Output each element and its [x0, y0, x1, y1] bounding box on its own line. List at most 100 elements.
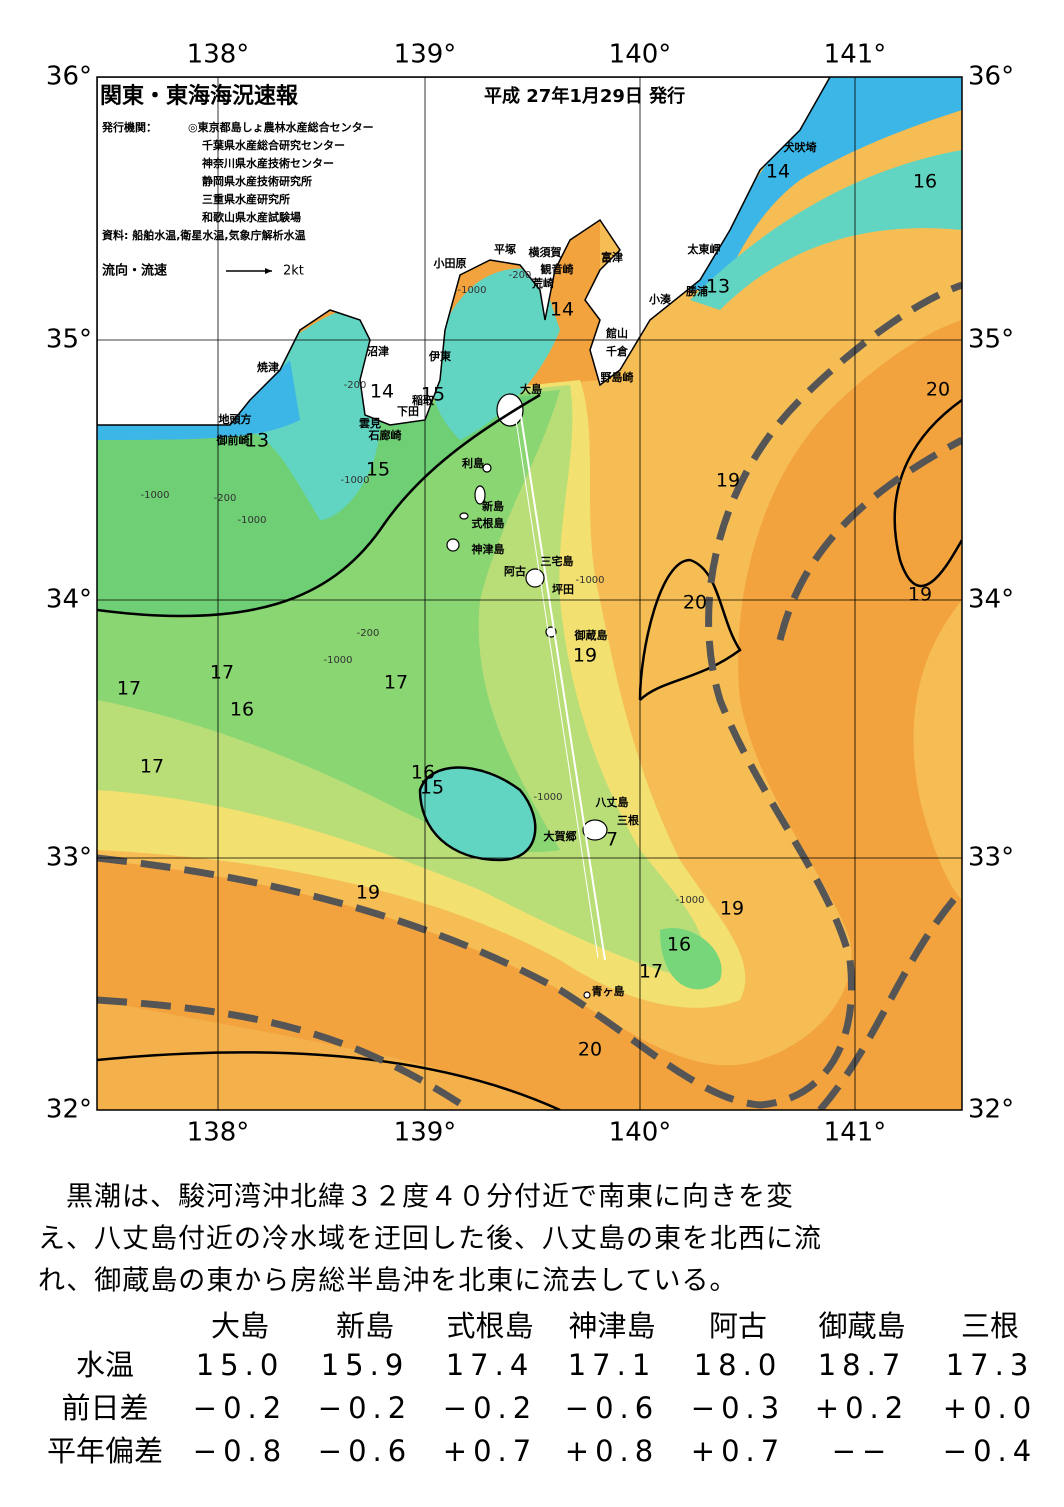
place-name: 小湊 — [648, 292, 671, 306]
row-label: 水温 — [76, 1348, 134, 1382]
depth-label: -200 — [214, 493, 237, 504]
isotherm-label: 20 — [683, 592, 707, 614]
table-cell: −0.6 — [565, 1391, 659, 1425]
lon-label: 139° — [394, 1118, 457, 1148]
lat-label: 34° — [968, 585, 1014, 615]
isotherm-label: 16 — [230, 699, 254, 721]
date: 平成 27年1月29日 発行 — [484, 85, 685, 107]
table-header: 大島 — [211, 1309, 269, 1343]
isotherm-label: 19 — [908, 584, 932, 606]
table-header: 三根 — [961, 1309, 1019, 1343]
place-name: 館山 — [605, 326, 628, 340]
lat-label: 33° — [968, 843, 1014, 873]
depth-label: -200 — [344, 380, 367, 391]
isotherm-label: 19 — [356, 882, 380, 904]
table-cell: −0.8 — [193, 1434, 287, 1468]
isotherm-label: 16 — [913, 171, 937, 193]
table-cell: 17.3 — [946, 1348, 1035, 1382]
isotherm-label: 13 — [245, 430, 269, 452]
table-header: 阿古 — [709, 1309, 767, 1343]
table-cell: −− — [832, 1434, 893, 1468]
depth-label: -1000 — [675, 895, 704, 906]
lat-label: 34° — [46, 585, 92, 615]
isotherm-label: 14 — [550, 299, 574, 321]
table-cell: +0.2 — [815, 1391, 909, 1425]
table-cell: 17.4 — [446, 1348, 535, 1382]
isotherm-label: 17 — [140, 756, 164, 778]
table-cell: 15.9 — [321, 1348, 410, 1382]
table-cell: 18.0 — [694, 1348, 783, 1382]
paragraph-line: 黒潮は、駿河湾沖北緯３２度４０分付近で南東に向きを変 — [38, 1182, 794, 1213]
depth-label: -1000 — [457, 285, 486, 296]
issuer-label: 発行機関： — [101, 120, 157, 134]
table-cell: −0.2 — [193, 1391, 287, 1425]
sea-temperature — [97, 77, 962, 1110]
isotherm-label: 16 — [667, 934, 691, 956]
table-cell: +0.7 — [691, 1434, 785, 1468]
lon-label: 138° — [187, 1118, 250, 1148]
table-header: 式根島 — [446, 1309, 533, 1343]
table-cell: −0.6 — [318, 1434, 412, 1468]
lat-label: 36° — [968, 62, 1014, 92]
table-cell: 18.7 — [818, 1348, 907, 1382]
isotherm-label: 20 — [578, 1039, 602, 1061]
isotherm-label: 19 — [720, 898, 744, 920]
place-name: 大賀郷 — [544, 829, 577, 843]
paragraph-line: れ、御蔵島の東から房総半島沖を北東に流去している。 — [38, 1266, 737, 1297]
sources: 資料: 船舶水温,衛星水温,気象庁解析水温 — [102, 228, 306, 242]
place-name: 式根島 — [472, 516, 505, 530]
place-name: 野島崎 — [601, 370, 634, 384]
row-label: 平年偏差 — [47, 1434, 163, 1468]
table-cell: −0.4 — [943, 1434, 1037, 1468]
issuer: 和歌山県水産試験場 — [202, 210, 301, 224]
table-header: 新島 — [336, 1309, 394, 1343]
lat-label: 33° — [46, 843, 92, 873]
lat-label: 32° — [968, 1095, 1014, 1125]
place-name: 下田 — [397, 405, 419, 418]
paragraph-line: え、八丈島付近の冷水域を迂回した後、八丈島の東を北西に流 — [38, 1224, 822, 1255]
isotherm-label: 19 — [573, 645, 597, 667]
table-cell: 17.1 — [568, 1348, 657, 1382]
table-cell: +0.7 — [443, 1434, 537, 1468]
lat-label: 32° — [46, 1095, 92, 1125]
lat-label: 35° — [968, 325, 1014, 355]
place-name: 沼津 — [367, 344, 389, 358]
table-header: 神津島 — [568, 1309, 655, 1343]
isotherm-label: 17 — [639, 961, 663, 983]
place-name: 千倉 — [606, 344, 629, 358]
place-name: 犬吠埼 — [784, 140, 817, 154]
depth-label: -1000 — [237, 515, 266, 526]
isotherm-label: 16 — [411, 762, 435, 784]
place-name: 太東岬 — [687, 242, 721, 256]
table-cell: −0.2 — [443, 1391, 537, 1425]
isotherm-label: 15 — [366, 459, 390, 481]
place-name: 勝浦 — [686, 284, 708, 298]
table-cell: −0.2 — [318, 1391, 412, 1425]
depth-label: -1000 — [533, 792, 562, 803]
issuer: 三重県水産研究所 — [202, 192, 290, 206]
table-cell: 15.0 — [196, 1348, 285, 1382]
place-name: 阿古 — [504, 564, 526, 578]
isotherm-label: 15 — [421, 384, 445, 406]
place-name: 神津島 — [472, 542, 505, 556]
issuer: 神奈川県水産技術センター — [202, 156, 334, 170]
table-header: 御蔵島 — [818, 1309, 905, 1343]
place-name: 荒崎 — [531, 276, 554, 290]
issuer: 千葉県水産総合研究センター — [202, 138, 345, 152]
table-cell: +0.8 — [565, 1434, 659, 1468]
issuer: 静岡県水産技術研究所 — [202, 174, 312, 188]
place-name: 富津 — [601, 250, 623, 264]
depth-label: -200 — [509, 270, 532, 281]
title: 関東・東海海況速報 — [100, 83, 299, 109]
row-label: 前日差 — [61, 1391, 148, 1425]
lon-label: 140° — [609, 1118, 672, 1148]
table-cell: +0.0 — [943, 1391, 1037, 1425]
place-name: 大島 — [520, 382, 542, 396]
isotherm-label: 7 — [606, 829, 618, 851]
lat-label: 36° — [46, 62, 92, 92]
legend-scale: 2kt — [283, 264, 304, 279]
place-name: 三宅島 — [541, 554, 574, 568]
place-name: 横須賀 — [529, 245, 562, 259]
lon-label: 139° — [394, 40, 457, 70]
